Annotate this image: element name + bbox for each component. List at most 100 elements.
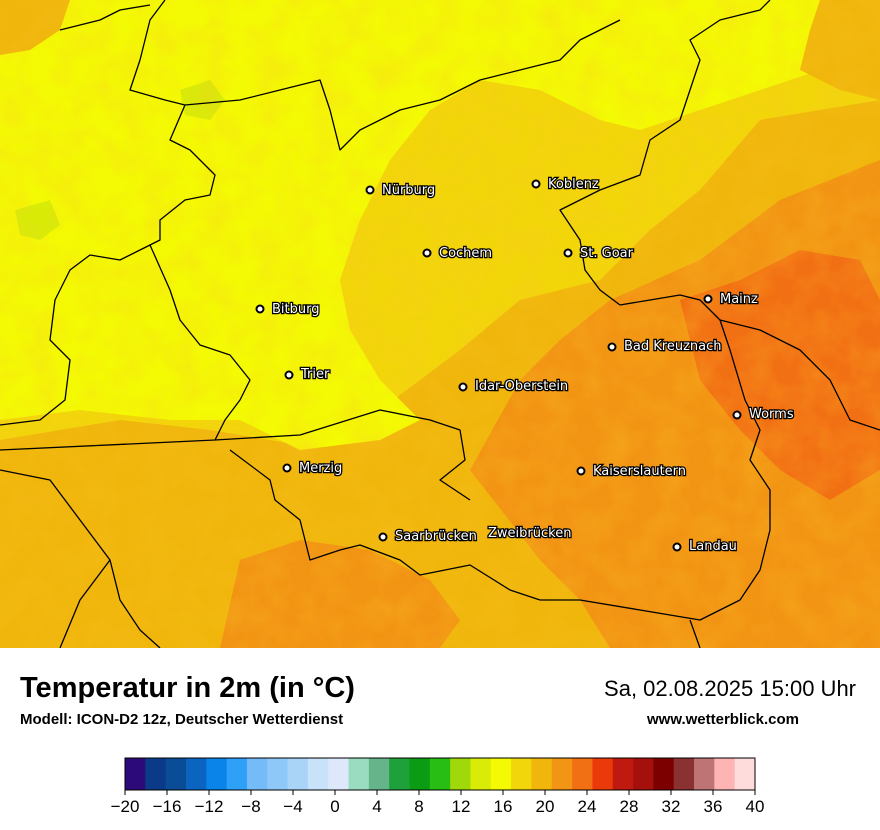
- legend-swatch: [694, 758, 715, 790]
- legend-swatch: [328, 758, 349, 790]
- border-belgium-lux-germany: [0, 0, 216, 426]
- legend-tick-label: −12: [195, 797, 224, 816]
- legend-swatch: [226, 758, 248, 790]
- legend-tick-label: 16: [494, 797, 513, 816]
- city-st-goar: St. Goar: [563, 245, 635, 262]
- city-bad-kreuznach: Bad Kreuznach: [607, 338, 723, 355]
- legend-swatch: [368, 758, 390, 790]
- legend-tick-label: 32: [662, 797, 681, 816]
- city-dot: [422, 248, 432, 258]
- legend-swatch: [409, 758, 431, 790]
- city-label: Bitburg: [272, 302, 320, 317]
- city-merzig: Merzig: [282, 460, 344, 477]
- city-mainz: Mainz: [703, 291, 759, 308]
- border-rhine-east: [559, 0, 771, 306]
- legend-swatch: [490, 758, 512, 790]
- legend-tick-label: 8: [414, 797, 423, 816]
- city-label: Saarbrücken: [395, 529, 477, 544]
- city-dot: [378, 532, 388, 542]
- border-hesse: [719, 319, 880, 431]
- city-dot: [365, 185, 375, 195]
- city-nuerburg: Nürburg: [365, 182, 436, 199]
- legend-swatch: [206, 758, 228, 790]
- city-label: Nürburg: [382, 183, 435, 198]
- legend-frame: [124, 757, 756, 791]
- city-trier: Trier: [284, 366, 331, 383]
- legend-tick-label: 40: [746, 797, 765, 816]
- city-label: St. Goar: [580, 246, 634, 261]
- legend-swatch: [185, 758, 207, 790]
- city-label: Mainz: [720, 292, 758, 307]
- city-label: Kaiserslautern: [593, 464, 686, 479]
- city-dot: [282, 463, 292, 473]
- legend-swatch: [633, 758, 654, 790]
- legend-swatch: [572, 758, 593, 790]
- website-link[interactable]: www.wetterblick.com: [647, 711, 799, 728]
- legend-tick-label: 20: [536, 797, 555, 816]
- border-france-germany-south: [540, 294, 771, 621]
- city-kaiserslautern: Kaiserslautern: [576, 463, 687, 480]
- city-dot: [576, 466, 586, 476]
- city-label: Bad Kreuznach: [624, 339, 722, 354]
- city-label: Idar-Oberstein: [475, 379, 568, 394]
- temp-field-texture: [0, 0, 880, 648]
- legend-swatch: [267, 758, 288, 790]
- city-dot: [255, 304, 265, 314]
- city-label: Landau: [689, 539, 737, 554]
- city-dot: [607, 342, 617, 352]
- city-zweibruecken: Zweibrücken: [487, 525, 573, 543]
- legend-swatch: [592, 758, 614, 790]
- legend-swatch: [307, 758, 329, 790]
- legend-swatch: [653, 758, 675, 790]
- legend-swatch: [531, 758, 553, 790]
- city-dot: [732, 410, 742, 420]
- city-dot: [284, 370, 294, 380]
- city-worms: Worms: [732, 406, 795, 423]
- legend-swatch: [612, 758, 634, 790]
- border-lux-germany: [0, 244, 251, 451]
- legend-swatch: [389, 758, 410, 790]
- legend-swatch: [125, 758, 146, 790]
- legend-tick-label: −8: [241, 797, 260, 816]
- border-north-small: [59, 4, 151, 31]
- city-dot: [531, 179, 541, 189]
- city-label: Zweibrücken: [488, 526, 571, 541]
- city-dot: [563, 248, 573, 258]
- map-title: Temperatur in 2m (in °C): [20, 672, 355, 704]
- legend-tick-label: 24: [578, 797, 597, 816]
- legend-tick-label: −20: [111, 797, 140, 816]
- city-saarbruecken: Saarbrücken: [378, 528, 478, 545]
- legend-ticks: −20 −16 −12 −8 −4 0 4 8 12 16 20 24 28 32 36 40: [111, 790, 765, 816]
- border-lines: [0, 0, 880, 648]
- legend-swatch: [287, 758, 309, 790]
- border-baden: [689, 619, 701, 648]
- legend-swatch: [165, 758, 187, 790]
- legend-swatch: [246, 758, 268, 790]
- legend-swatch: [714, 758, 736, 790]
- city-koblenz: Koblenz: [531, 176, 600, 193]
- city-cochem: Cochem: [422, 245, 493, 262]
- forecast-datetime: Sa, 02.08.2025 15:00 Uhr: [604, 676, 856, 701]
- city-markers: Nürburg Koblenz Cochem St. Goar Bitburg …: [255, 176, 795, 555]
- city-landau: Landau: [672, 538, 738, 555]
- city-dot: [672, 542, 682, 552]
- color-legend: −20 −16 −12 −8 −4 0 4 8 12 16 20 24 28 32 36 40: [111, 757, 765, 816]
- city-label: Worms: [749, 407, 794, 422]
- city-label: Merzig: [299, 461, 342, 476]
- city-label: Cochem: [439, 246, 492, 261]
- city-idar-oberstein: Idar-Oberstein: [458, 378, 569, 395]
- border-france-southwest: [59, 559, 111, 648]
- city-label: Koblenz: [548, 177, 599, 192]
- legend-swatch: [429, 758, 451, 790]
- legend-swatch: [511, 758, 532, 790]
- legend-swatch: [348, 758, 370, 790]
- city-dot: [703, 294, 713, 304]
- legend-tick-label: −4: [283, 797, 302, 816]
- legend-swatch: [551, 758, 573, 790]
- model-subtitle: Modell: ICON-D2 12z, Deutscher Wetterdie…: [20, 711, 344, 728]
- legend-swatches: [124, 757, 756, 791]
- legend-swatch: [450, 758, 471, 790]
- legend-tick-label: −16: [153, 797, 182, 816]
- legend-swatch: [673, 758, 695, 790]
- legend-swatch: [145, 758, 167, 790]
